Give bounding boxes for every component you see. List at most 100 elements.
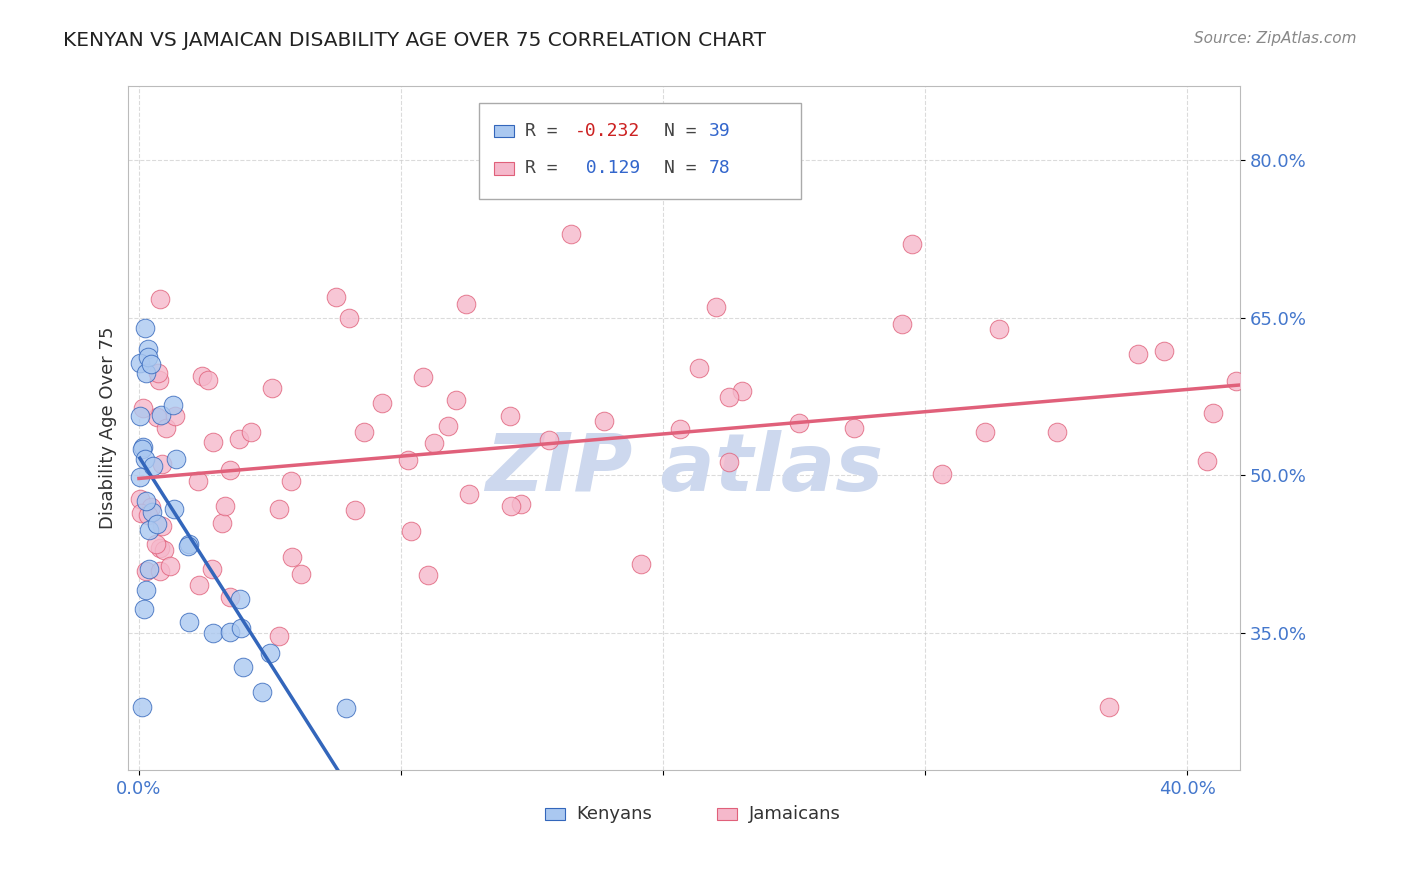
FancyBboxPatch shape [546,808,565,821]
Point [148,373,170,387]
Point [135,564,157,578]
Point [155,421,177,435]
Point [138,343,160,357]
Point [669,422,692,436]
Text: 78: 78 [709,160,730,178]
Point [179,615,201,629]
Point [165,452,187,467]
Point [132,601,155,615]
Point [197,374,219,388]
Point [177,537,200,551]
Point [134,321,156,335]
Point [149,292,172,306]
Point [132,440,155,454]
Point [187,578,209,592]
Point [987,322,1010,336]
Point [149,564,172,578]
Point [146,366,169,380]
Text: R =: R = [526,122,558,140]
Point [129,470,152,484]
Point [1197,454,1219,468]
Point [149,541,172,556]
Point [901,237,924,252]
Point [136,350,159,364]
Text: Kenyans: Kenyans [576,805,652,823]
Point [138,523,160,537]
Text: KENYAN VS JAMAICAN DISABILITY AGE OVER 75 CORRELATION CHART: KENYAN VS JAMAICAN DISABILITY AGE OVER 7… [63,31,766,50]
Point [337,310,360,325]
Point [423,436,446,450]
Point [593,413,616,427]
Point [538,433,561,447]
Point [152,542,174,557]
Point [218,591,240,605]
Point [717,455,740,469]
Point [416,567,439,582]
Point [129,506,152,520]
Point [219,463,242,477]
Point [399,524,422,538]
Point [704,300,727,314]
Point [134,366,156,380]
Point [717,390,740,404]
Point [353,425,375,439]
Point [344,503,367,517]
Point [630,557,652,571]
Point [239,425,262,439]
Point [129,492,152,507]
Point [231,621,253,635]
Point [201,626,224,640]
Text: -0.232: -0.232 [575,122,641,140]
Point [335,701,357,715]
Point [406,798,429,813]
Point [145,409,167,424]
Point [201,562,224,576]
Point [159,559,181,574]
Text: R =: R = [526,160,558,178]
Text: N =: N = [664,160,697,178]
Point [228,433,250,447]
Point [1098,699,1121,714]
Point [260,381,283,395]
Point [232,660,254,674]
Point [131,442,153,456]
Point [457,487,479,501]
Point [1046,425,1069,439]
Point [259,646,281,660]
Text: N =: N = [664,122,697,140]
Point [131,699,153,714]
Point [560,227,582,241]
Point [371,396,394,410]
Text: ZIP atlas: ZIP atlas [485,430,883,508]
Point [1202,406,1225,420]
Point [688,360,710,375]
Point [214,499,236,513]
Point [150,519,173,533]
Point [396,452,419,467]
Point [890,317,912,331]
Point [1126,346,1149,360]
Point [498,409,520,423]
Point [128,409,150,423]
Point [162,398,184,412]
Point [201,435,224,450]
Point [343,825,366,839]
Point [730,384,752,398]
Text: 0.129: 0.129 [575,160,641,178]
Point [145,537,167,551]
Point [269,629,291,643]
Point [141,500,163,514]
Point [281,550,304,565]
Point [509,497,531,511]
Point [973,425,995,439]
Point [132,401,155,416]
Point [454,297,477,311]
Point [138,562,160,576]
Point [129,355,152,369]
Point [165,409,187,424]
FancyBboxPatch shape [494,162,515,175]
Point [141,505,163,519]
Text: Jamaicans: Jamaicans [748,805,841,823]
Point [150,457,173,471]
Point [135,493,157,508]
